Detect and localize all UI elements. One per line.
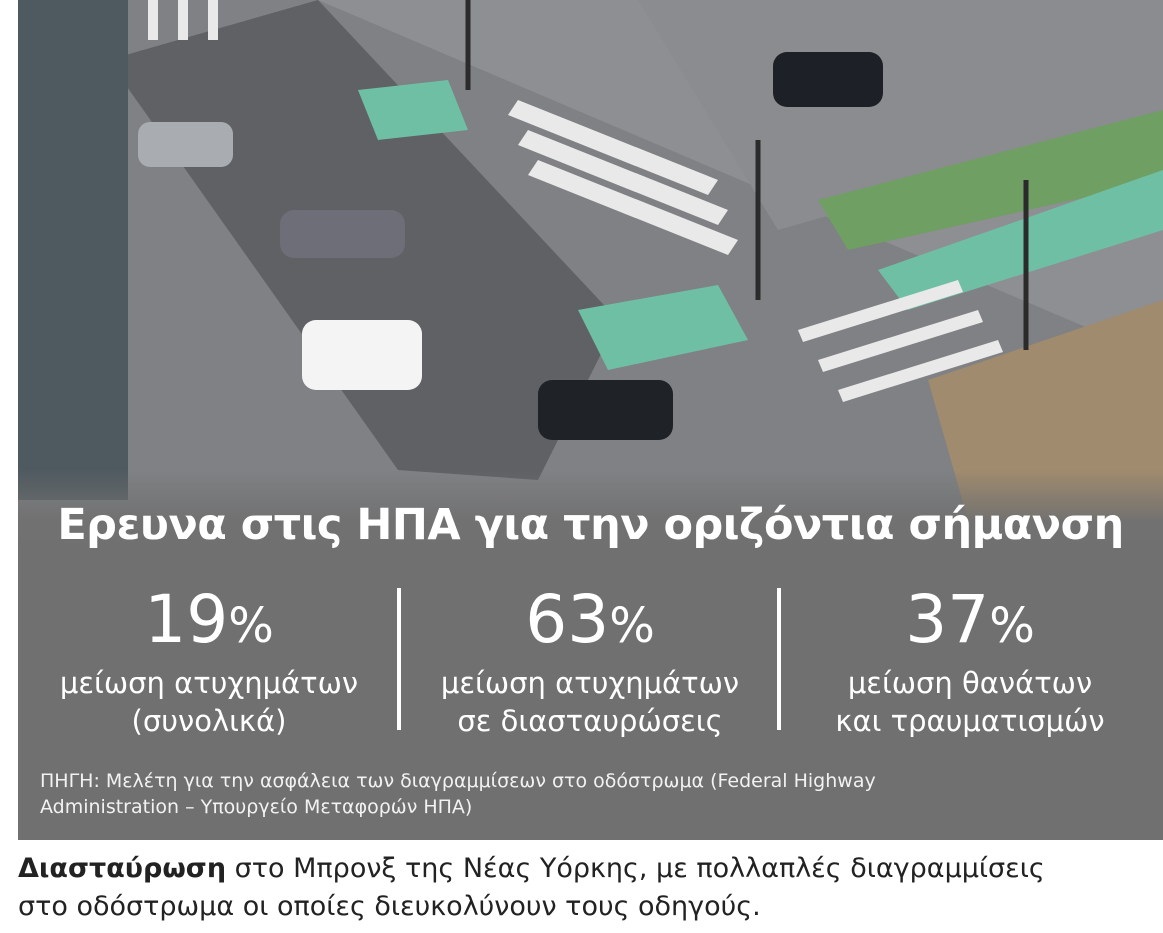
cars [138,52,883,440]
stat-label: μείωση θανάτων [847,666,1093,700]
stat-number: 63 [525,581,610,658]
stat-unit: % [228,598,274,654]
stat-unit: % [989,598,1035,654]
info-panel: Ερευνα στις ΗΠΑ για την οριζόντια σήμανσ… [18,470,1163,840]
stat: 19% μείωση ατυχημάτων (συνολικά) [18,582,400,740]
caption-line: στο οδόστρωμα οι οποίες διευκολύνουν του… [18,891,761,922]
source-line: ΠΗΓΗ: Μελέτη για την ασφάλεια των διαγρα… [40,770,876,792]
panel-title: Ερευνα στις ΗΠΑ για την οριζόντια σήμανσ… [57,500,1124,550]
stat-number: 19 [144,581,229,658]
stat-value: 37% [779,582,1161,664]
caption: Διασταύρωση στο Μπρονξ της Νέας Υόρκης, … [18,850,1045,926]
caption-line: Διασταύρωση στο Μπρονξ της Νέας Υόρκης, … [18,850,1045,888]
stat-value: 63% [399,582,781,664]
stat-number: 37 [905,581,990,658]
caption-text: στο Μπρονξ της Νέας Υόρκης, με πολλαπλές… [234,853,1045,884]
divider [777,588,781,730]
stat-unit: % [609,598,655,654]
stat-label: και τραυματισμών [835,704,1105,738]
stat: 63% μείωση ατυχημάτων σε διασταυρώσεις [399,582,781,740]
source: ΠΗΓΗ: Μελέτη για την ασφάλεια των διαγρα… [40,768,876,820]
source-line: Administration – Υπουργείο Μεταφορών ΗΠΑ… [40,796,473,818]
stat-label: σε διασταυρώσεις [457,704,723,738]
caption-lead: Διασταύρωση [18,853,227,884]
stat-label: (συνολικά) [131,704,287,738]
stat-value: 19% [18,582,400,664]
stat-label: μείωση ατυχημάτων [59,666,359,700]
divider [397,588,401,730]
stat: 37% μείωση θανάτων και τραυματισμών [779,582,1161,740]
stat-label: μείωση ατυχημάτων [440,666,740,700]
